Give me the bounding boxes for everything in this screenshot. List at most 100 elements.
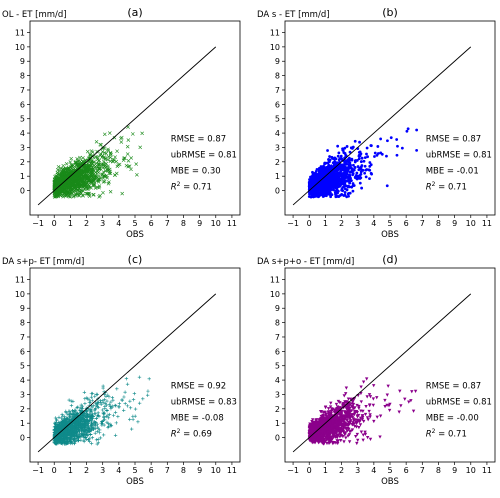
data-point [343,146,347,150]
data-point [115,387,119,391]
data-point [380,152,384,156]
data-point [89,162,94,166]
data-point [369,144,373,148]
data-point [363,164,367,168]
data-point [93,394,97,399]
y-tick-label: 1 [20,419,25,428]
data-point [115,164,120,169]
data-point [104,161,109,166]
data-point [96,161,101,166]
data-point [107,402,111,407]
data-point [90,150,95,154]
y-tick-label: 7 [20,86,25,95]
data-point [117,401,122,406]
data-point [332,181,336,184]
data-point [106,157,110,162]
data-point [69,190,74,195]
data-point [407,400,411,404]
data-point [93,186,98,190]
data-point [69,403,74,408]
data-point [344,436,348,440]
data-point [320,182,324,185]
data-point [140,131,144,136]
data-point [108,404,112,409]
y-tick-label: 3 [20,390,25,399]
x-tick-label: −1 [32,219,44,228]
data-point [128,417,132,422]
data-point [81,193,85,198]
stat-annotation: RMSE = 0.92 [171,382,226,392]
data-point [323,162,327,166]
data-point [65,185,69,189]
data-point [76,188,81,192]
data-point [363,156,367,160]
data-point [56,165,61,169]
y-tick-label: 9 [20,304,25,313]
data-point [95,425,100,429]
data-point [124,377,129,381]
x-axis-label: OBS [126,230,144,240]
data-point [101,160,106,164]
data-point [386,384,390,388]
data-point [105,399,109,403]
data-point [104,151,109,156]
data-point [395,138,399,141]
data-point [102,155,106,160]
data-point [364,405,368,409]
panel-title: DA s - ET [mm/d] [257,10,330,20]
data-point [344,179,348,182]
data-point [117,405,121,409]
data-point [316,174,319,178]
data-point [89,185,93,190]
data-point [102,173,107,178]
data-point [74,172,79,176]
data-point [332,177,336,181]
data-point [333,191,337,195]
data-point [309,175,312,179]
x-tick-label: −1 [287,219,299,228]
data-point [98,436,103,440]
data-point [129,427,134,431]
x-tick-label: 2 [339,219,344,228]
y-tick-label: 10 [15,43,25,52]
data-point [108,189,113,194]
data-point [102,415,106,419]
data-point [113,155,117,159]
data-point [84,184,89,189]
x-tick-label: 8 [181,219,186,228]
x-tick-label: 5 [387,219,392,228]
data-point [385,154,388,158]
data-point [88,400,93,404]
data-point [357,157,361,161]
data-point [113,410,118,415]
x-tick-label: 5 [132,219,137,228]
data-point [358,140,361,144]
data-point [102,392,107,397]
x-axis-label: OBS [381,230,399,240]
data-point [322,169,326,173]
data-point [123,401,127,406]
data-point [90,398,94,402]
y-tick-label: 2 [275,158,280,167]
x-tick-label: 7 [165,219,170,228]
data-point [127,164,132,169]
data-point [326,161,330,165]
x-tick-label: 11 [227,466,237,475]
data-point [90,405,94,409]
y-tick-label: 4 [20,376,25,385]
data-point [141,397,145,401]
y-tick-label: 10 [270,43,280,52]
panel-title: OL - ET [mm/d] [2,10,67,20]
data-point [109,424,113,428]
y-tick-label: 3 [20,143,25,152]
data-point [326,178,329,182]
y-tick-label: 2 [20,405,25,414]
data-point [97,185,101,190]
x-tick-label: 6 [149,219,154,228]
data-point [347,175,350,179]
stat-annotation: MBE = -0.08 [171,414,224,424]
data-point [358,181,362,185]
data-point [318,176,322,180]
data-point [359,167,363,171]
